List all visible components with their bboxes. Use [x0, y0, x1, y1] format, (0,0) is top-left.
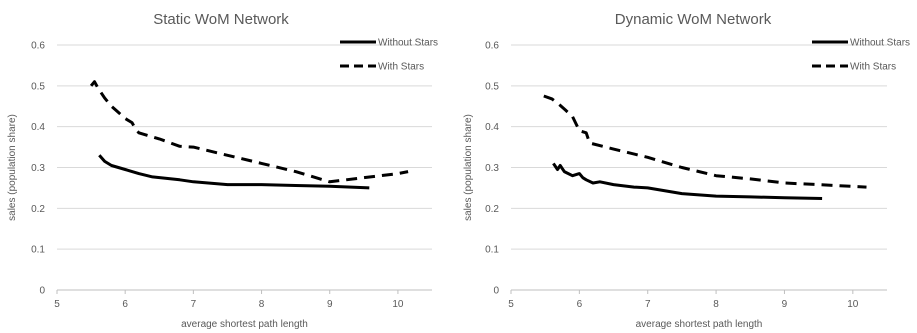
- chart-2-x-tick-label: 6: [577, 299, 583, 310]
- chart-1-y-tick-label: 0: [39, 286, 45, 297]
- chart-1-y-tick-label: 0.2: [31, 204, 45, 215]
- chart-1-y-tick-label: 0.6: [31, 41, 45, 52]
- chart-1-y-tick-label: 0.1: [31, 245, 45, 256]
- chart-1-y-tick-label: 0.3: [31, 163, 45, 174]
- chart-2-y-tick-label: 0.1: [485, 245, 499, 256]
- chart-2-y-tick-label: 0.2: [485, 204, 499, 215]
- chart-2-y-tick-label: 0: [493, 286, 499, 297]
- chart-1-x-tick-label: 10: [392, 299, 404, 310]
- chart-2-y-tick-label: 0.6: [485, 41, 499, 52]
- chart-2-x-tick-label: 10: [847, 299, 859, 310]
- chart-1-y-tick-label: 0.4: [31, 122, 45, 133]
- chart-2-legend-label: With Stars: [850, 62, 896, 73]
- chart-1-y-tick-label: 0.5: [31, 81, 45, 92]
- chart-2-series-line-with-stars: [543, 94, 867, 189]
- chart-1-title: Static WoM Network: [153, 11, 289, 28]
- chart-2-x-tick-label: 8: [713, 299, 719, 310]
- chart-2-y-axis-label: sales (population share): [463, 114, 474, 221]
- chart-1-series-line-with-stars: [89, 80, 409, 184]
- chart-2-x-tick-label: 9: [782, 299, 788, 310]
- chart-1-series-line-without-stars: [98, 154, 370, 190]
- chart-2-y-tick-label: 0.4: [485, 122, 499, 133]
- chart-2-x-tick-label: 7: [645, 299, 651, 310]
- chart-2-x-axis-label: average shortest path length: [636, 319, 763, 330]
- chart-1-x-tick-label: 5: [54, 299, 60, 310]
- chart-1-x-tick-label: 8: [259, 299, 265, 310]
- chart-1-legend-label: Without Stars: [378, 38, 438, 49]
- chart-1-x-tick-label: 6: [122, 299, 128, 310]
- chart-2-y-tick-label: 0.3: [485, 163, 499, 174]
- chart-1: 0 0.1 0.2 0.3 0.4 0.5 0.6 5 6 7 8 9 10 Static WoM Net…: [7, 11, 438, 330]
- chart-2-title: Dynamic WoM Network: [615, 11, 772, 28]
- chart-2: 0 0.1 0.2 0.3 0.4 0.5 0.6 5 6 7 8 9 10 Dynamic WoM Ne…: [463, 11, 910, 330]
- chart-2-legend-label: Without Stars: [850, 38, 910, 49]
- chart-2-y-tick-label: 0.5: [485, 81, 499, 92]
- chart-2-series-line-without-stars: [552, 162, 823, 200]
- chart-1-legend-label: With Stars: [378, 62, 424, 73]
- chart-1-x-tick-label: 9: [327, 299, 333, 310]
- chart-1-y-axis-label: sales (population share): [7, 114, 18, 221]
- chart-1-x-axis-label: average shortest path length: [181, 319, 308, 330]
- chart-1-x-tick-label: 7: [191, 299, 197, 310]
- chart-2-x-tick-label: 5: [508, 299, 514, 310]
